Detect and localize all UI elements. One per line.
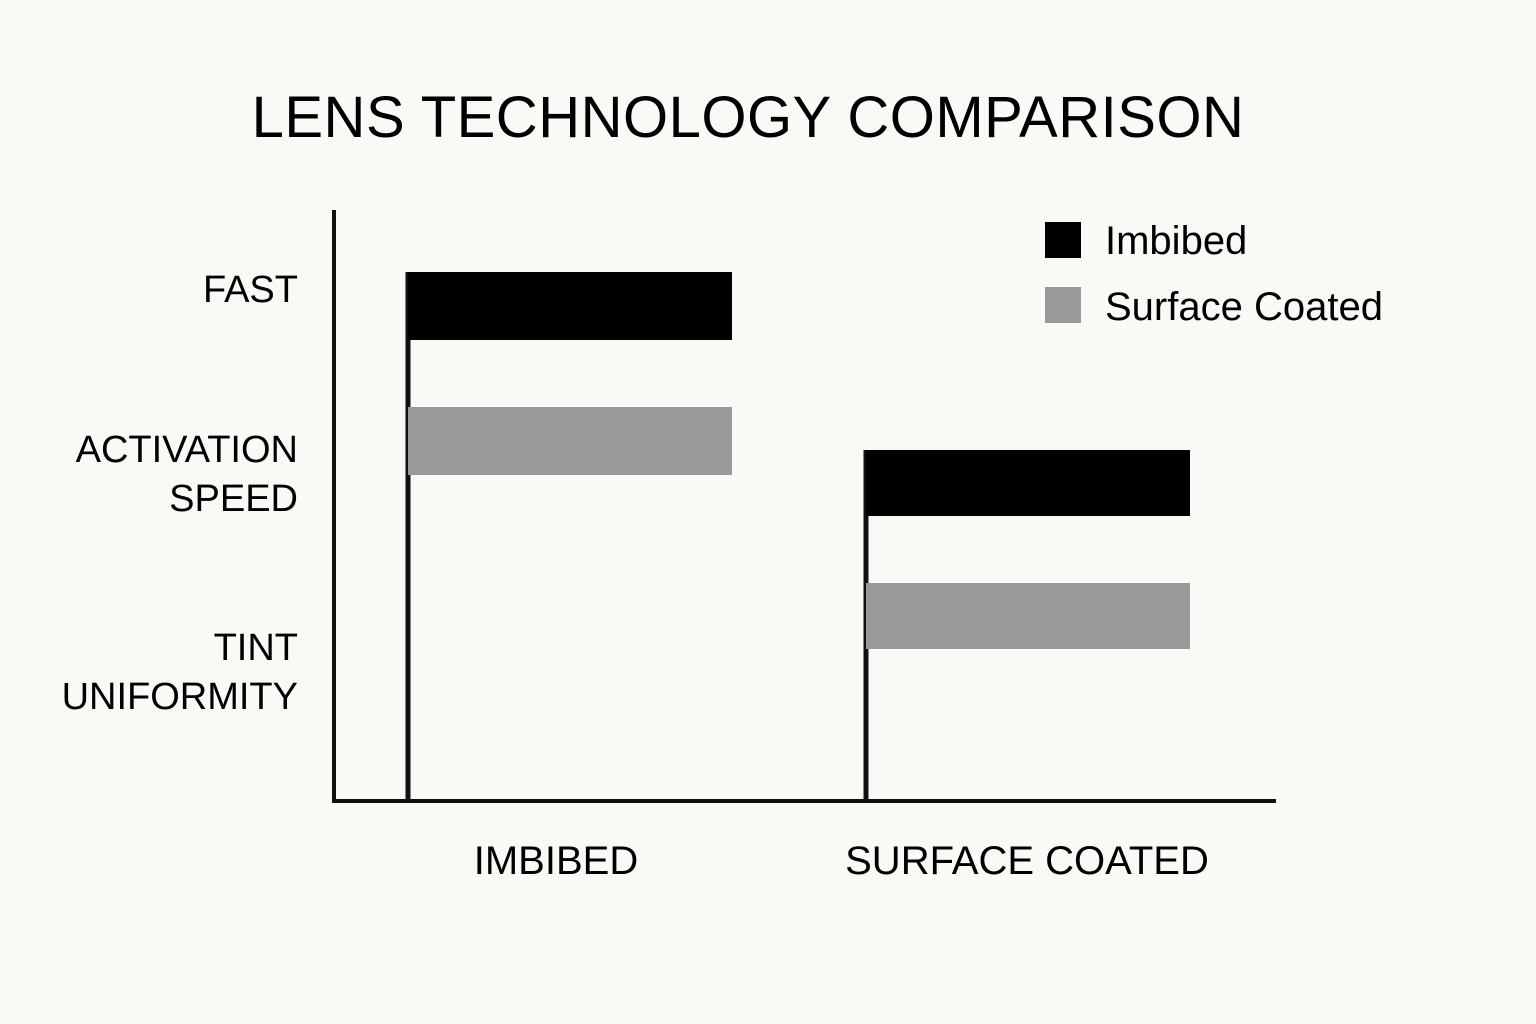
bar-imbibed-surface-coated xyxy=(408,407,732,475)
y-label-0: FAST xyxy=(203,269,298,311)
legend-swatch-imbibed xyxy=(1045,222,1081,258)
bar-imbibed-imbibed xyxy=(408,272,732,340)
x-axis-labels: IMBIBED SURFACE COATED xyxy=(474,839,1209,883)
y-axis-labels: FAST ACTIVATION SPEED TINT UNIFORMITY xyxy=(62,269,298,718)
bar-surface-coated-surface-coated xyxy=(866,583,1190,649)
bars xyxy=(405,272,1190,801)
y-label-1: ACTIVATION SPEED xyxy=(76,429,298,520)
legend: Imbibed Surface Coated xyxy=(1045,219,1383,329)
bar-surface-coated-imbibed xyxy=(866,450,1190,516)
legend-label-imbibed: Imbibed xyxy=(1105,219,1247,263)
x-label-surface-coated: SURFACE COATED xyxy=(845,839,1209,883)
y-label-2: TINT UNIFORMITY xyxy=(62,627,298,718)
legend-swatch-surface-coated xyxy=(1045,287,1081,323)
chart-title: LENS TECHNOLOGY COMPARISON xyxy=(252,85,1245,150)
legend-label-surface-coated: Surface Coated xyxy=(1105,285,1383,329)
x-label-imbibed: IMBIBED xyxy=(474,839,638,883)
